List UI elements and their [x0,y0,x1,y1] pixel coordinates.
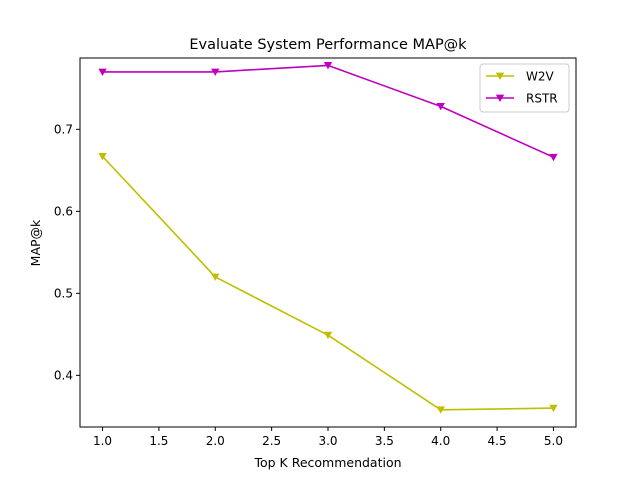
legend-label-w2v: W2V [526,70,555,84]
data-point-w2v [436,406,445,414]
x-tick-label: 3.0 [318,434,337,448]
y-tick-label: 0.6 [54,204,73,218]
data-point-rstr [211,68,220,76]
x-tick-label: 1.0 [93,434,112,448]
axes-frame [79,57,577,428]
y-tick-label: 0.5 [54,286,73,300]
data-point-w2v [549,404,558,413]
x-tick-label: 5.0 [544,434,563,448]
y-tick-label: 0.4 [54,368,73,382]
y-tick-label: 0.7 [54,122,73,136]
x-tick-label: 2.5 [262,434,281,448]
legend-entries: W2V RSTR [486,70,558,106]
data-point-rstr [323,62,333,70]
x-axis-label: Top K Recommendation [253,455,401,470]
legend-marker-rstr [495,94,505,102]
x-tick-label: 1.5 [149,434,168,448]
x-tick-label: 3.5 [375,434,394,448]
chart-title: Evaluate System Performance MAP@k [189,37,467,53]
legend: W2V RSTR [479,63,570,113]
data-point-w2v [98,153,107,161]
x-tick-label: 4.5 [488,434,507,448]
data-point-w2v [211,273,220,281]
x-tick-label: 2.0 [206,434,225,448]
x-tick-label: 4.0 [431,434,450,448]
legend-label-rstr: RSTR [526,92,558,106]
axis-ticks: 1.0 1.5 2.0 2.5 3.0 3.5 4.0 4.5 5.0 0.4 0.5 0.6 0.7 [54,122,563,448]
data-point-rstr [549,153,558,162]
data-point-w2v [323,331,333,340]
data-point-rstr [436,103,445,111]
y-axis-label: MAP@k [28,219,43,266]
plot-area [98,62,558,414]
legend-marker-w2v [495,72,505,80]
data-point-rstr [98,68,107,76]
